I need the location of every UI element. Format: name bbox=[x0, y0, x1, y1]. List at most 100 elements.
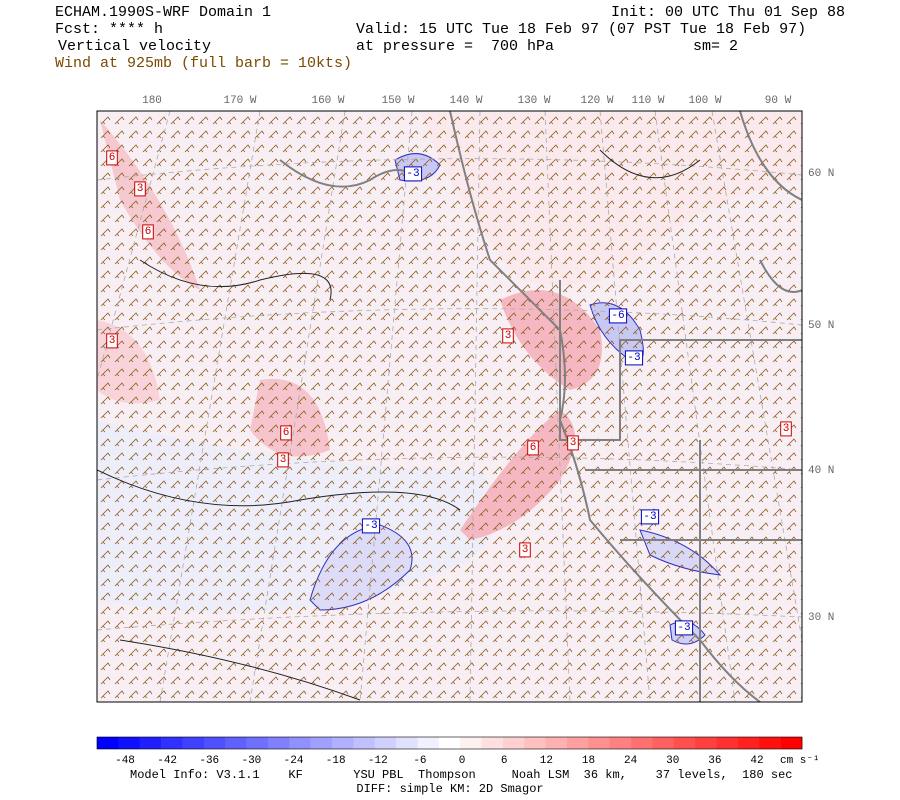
lon-label: 110 W bbox=[631, 95, 664, 107]
colorbar-label: -18 bbox=[326, 755, 346, 767]
colorbar-cell bbox=[161, 737, 183, 749]
map bbox=[97, 111, 802, 702]
lon-label: 150 W bbox=[381, 95, 414, 107]
colorbar-cell bbox=[673, 737, 696, 749]
colorbar-cell bbox=[609, 737, 632, 749]
lon-label: 170 W bbox=[223, 95, 256, 107]
contour-label-box bbox=[519, 542, 531, 558]
colorbar-label: -24 bbox=[284, 755, 304, 767]
colorbar-label: -12 bbox=[368, 755, 388, 767]
map-frame bbox=[96, 110, 803, 703]
contour-label: 6 bbox=[109, 152, 116, 164]
contour-labels: 6 3 6 3 6 3 3 6 3 3 3 -3 -6 -3 -3 -3 -3 bbox=[106, 150, 792, 636]
contour-label: 6 bbox=[283, 427, 290, 439]
colorbar-cell bbox=[780, 737, 803, 749]
colorbar-cell bbox=[396, 737, 418, 749]
colorbar-label: -48 bbox=[115, 755, 135, 767]
colorbar-cell bbox=[374, 737, 397, 749]
contour-label: 6 bbox=[530, 442, 537, 454]
colorbar-cell bbox=[332, 737, 354, 749]
lon-label: 140 W bbox=[449, 95, 482, 107]
colorbar-cell bbox=[225, 737, 247, 749]
contour-label-box bbox=[106, 333, 118, 349]
colorbar-label: 0 bbox=[459, 755, 466, 767]
lat-label: 60 N bbox=[808, 168, 834, 180]
contour-label-box bbox=[608, 308, 628, 324]
contour-label-box bbox=[403, 166, 423, 182]
colorbar-cell bbox=[460, 737, 482, 749]
contour-label: 3 bbox=[522, 544, 529, 556]
colorbar-cell bbox=[545, 737, 568, 749]
contour-label: -3 bbox=[627, 352, 640, 364]
field-name: Vertical velocity bbox=[58, 38, 211, 55]
colorbar-cell bbox=[438, 737, 461, 749]
colorbar-cell bbox=[481, 737, 504, 749]
colorbar-cell bbox=[417, 737, 440, 749]
contour-label-box bbox=[361, 518, 381, 534]
lon-label: 160 W bbox=[311, 95, 344, 107]
colorbar-label: 36 bbox=[708, 755, 721, 767]
contour-label-box bbox=[502, 328, 514, 344]
colorbar-label: 6 bbox=[501, 755, 508, 767]
colorbar-cell bbox=[246, 737, 269, 749]
lon-label: 180 bbox=[142, 95, 162, 107]
contour-label-box bbox=[527, 440, 539, 456]
colorbar-label: 42 bbox=[750, 755, 763, 767]
model-title: ECHAM.1990S-WRF Domain 1 bbox=[55, 4, 271, 21]
contour-label-box bbox=[624, 350, 644, 366]
colorbar-frame bbox=[96, 736, 803, 750]
lat-label: 30 N bbox=[808, 612, 834, 624]
contour-label: 6 bbox=[145, 226, 152, 238]
pressure-level: at pressure = 700 hPa bbox=[356, 38, 554, 55]
model-info: Model Info: V3.1.1 KF YSU PBL Thompson N… bbox=[130, 768, 793, 782]
lon-label: 120 W bbox=[580, 95, 613, 107]
contour-label-box bbox=[280, 425, 292, 441]
colorbar-cell bbox=[97, 737, 119, 749]
contour-label: -3 bbox=[406, 168, 419, 180]
lon-label: 90 W bbox=[765, 95, 792, 107]
colorbar-cell bbox=[695, 737, 717, 749]
colorbar-cell bbox=[759, 737, 781, 749]
contour-label: 3 bbox=[280, 454, 287, 466]
contour-label: -3 bbox=[364, 520, 377, 532]
colorbar-cell bbox=[502, 737, 525, 749]
colorbar-cell bbox=[203, 737, 226, 749]
init-time: Init: 00 UTC Thu 01 Sep 88 bbox=[611, 4, 845, 21]
wind-note: Wind at 925mb (full barb = 10kts) bbox=[55, 55, 352, 72]
lon-label: 130 W bbox=[517, 95, 550, 107]
colorbar-label: 18 bbox=[582, 755, 595, 767]
colorbar-units: cm s⁻¹ bbox=[780, 755, 820, 767]
colorbar-cell bbox=[567, 737, 589, 749]
colorbar-label: 12 bbox=[540, 755, 553, 767]
contour-label: 3 bbox=[137, 183, 144, 195]
contour-label: -3 bbox=[677, 622, 690, 634]
contour-label-box bbox=[780, 421, 792, 437]
colorbar-cell bbox=[588, 737, 611, 749]
lat-label: 50 N bbox=[808, 320, 834, 332]
contour-label: 3 bbox=[783, 423, 790, 435]
colorbar-cell bbox=[289, 737, 311, 749]
contour-label-box bbox=[674, 620, 694, 636]
contour-label-box bbox=[134, 181, 146, 197]
valid-time: Valid: 15 UTC Tue 18 Feb 97 (07 PST Tue … bbox=[356, 21, 806, 38]
contour-label-box bbox=[277, 452, 289, 468]
contour-label: 3 bbox=[505, 330, 512, 342]
colorbar-cell bbox=[737, 737, 760, 749]
colorbar-label: 24 bbox=[624, 755, 638, 767]
lon-label: 100 W bbox=[688, 95, 721, 107]
contour-label: -3 bbox=[643, 511, 656, 523]
colorbar-cell bbox=[631, 737, 653, 749]
colorbar-label: 30 bbox=[666, 755, 679, 767]
diff-info: DIFF: simple KM: 2D Smagor bbox=[356, 782, 543, 796]
contour-label-box bbox=[640, 509, 660, 525]
colorbar-cell bbox=[310, 737, 333, 749]
colorbar-cell bbox=[118, 737, 141, 749]
colorbar: -48 -42 -36 -30 -24 -18 -12 -6 0 6 12 18 24 30 36 42 bbox=[96, 736, 803, 767]
colorbar-cell bbox=[353, 737, 376, 749]
colorbar-cell bbox=[524, 737, 546, 749]
contour-label: -6 bbox=[611, 310, 624, 322]
contour-label: 3 bbox=[570, 437, 577, 449]
colorbar-cell bbox=[267, 737, 290, 749]
colorbar-cell bbox=[652, 737, 675, 749]
